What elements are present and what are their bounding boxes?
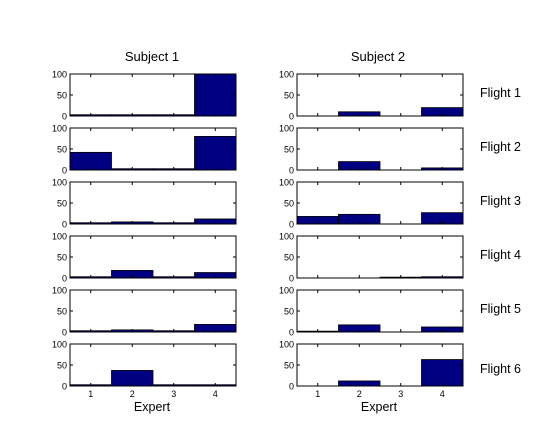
row-label-flight-4: Flight 4	[480, 248, 521, 262]
row-label-flight-1: Flight 1	[480, 86, 521, 100]
y-tick-label: 50	[284, 307, 294, 317]
panels: 0501000501000501000501000501000501000501…	[52, 70, 464, 399]
y-tick-label: 50	[57, 91, 67, 101]
y-tick-label: 50	[57, 253, 67, 263]
x-axis-label-subject-1: Expert	[134, 400, 171, 414]
y-tick-label: 50	[57, 307, 67, 317]
y-tick-label: 0	[62, 166, 67, 176]
x-tick-label: 4	[213, 389, 218, 399]
panel-1-flight-3: 0 50 100	[52, 178, 237, 230]
x-tick-label: 1	[315, 389, 320, 399]
y-tick-label: 100	[279, 70, 294, 80]
y-tick-label: 0	[62, 112, 67, 122]
y-tick-label: 100	[52, 178, 67, 188]
row-label-flight-3: Flight 3	[480, 194, 521, 208]
panel-2-flight-3: 0 50 100	[279, 178, 464, 230]
y-tick-label: 50	[57, 145, 67, 155]
y-tick-label: 0	[62, 274, 67, 284]
y-tick-label: 50	[284, 253, 294, 263]
y-tick-label: 0	[289, 328, 294, 338]
x-tick-label: 4	[440, 389, 445, 399]
y-tick-label: 0	[289, 112, 294, 122]
panel-2-flight-2: 0 50 100	[279, 124, 464, 176]
y-tick-label: 100	[279, 340, 294, 350]
y-tick-label: 50	[57, 199, 67, 209]
y-tick-label: 0	[289, 166, 294, 176]
panel-1-flight-6: 0 50 100 1 2 3 4	[52, 340, 237, 399]
row-label-flight-6: Flight 6	[480, 362, 521, 376]
column-title-subject-1: Subject 1	[125, 49, 179, 64]
y-tick-label: 0	[62, 328, 67, 338]
y-tick-label: 100	[279, 232, 294, 242]
panel-1-flight-2: 0 50 100	[52, 124, 237, 176]
y-tick-label: 50	[57, 361, 67, 371]
y-tick-label: 100	[52, 286, 67, 296]
row-label-flight-2: Flight 2	[480, 140, 521, 154]
panel-2-flight-4: 0 50 100	[279, 232, 464, 284]
panel-1-flight-4: 0 50 100	[52, 232, 237, 284]
panel-1-flight-1: 0 50 100	[52, 70, 237, 122]
y-tick-label: 0	[62, 220, 67, 230]
x-axis-label-subject-2: Expert	[361, 400, 398, 414]
y-tick-label: 0	[289, 220, 294, 230]
y-tick-label: 0	[289, 382, 294, 392]
row-label-flight-5: Flight 5	[480, 302, 521, 316]
y-tick-label: 100	[52, 340, 67, 350]
panel-2-flight-6: 0 50 100 1 2 3 4	[279, 340, 464, 399]
y-tick-label: 0	[62, 382, 67, 392]
panel-2-flight-5: 0 50 100	[279, 286, 464, 338]
panel-2-flight-1: 0 50 100	[279, 70, 464, 122]
bar	[194, 135, 237, 171]
y-tick-label: 0	[289, 274, 294, 284]
x-tick-label: 2	[130, 389, 135, 399]
bar	[421, 359, 464, 387]
x-tick-label: 3	[398, 389, 403, 399]
y-tick-label: 100	[52, 124, 67, 134]
y-tick-label: 100	[52, 232, 67, 242]
y-tick-label: 100	[279, 286, 294, 296]
panel-1-flight-5: 0 50 100	[52, 286, 237, 338]
x-tick-label: 3	[171, 389, 176, 399]
x-tick-label: 2	[357, 389, 362, 399]
axes-frame	[296, 235, 464, 279]
y-tick-label: 50	[284, 199, 294, 209]
axes-frame	[69, 181, 237, 225]
y-tick-label: 50	[284, 145, 294, 155]
y-tick-label: 100	[279, 124, 294, 134]
y-tick-label: 100	[279, 178, 294, 188]
column-title-subject-2: Subject 2	[351, 49, 405, 64]
bar	[194, 73, 237, 117]
x-tick-label: 1	[88, 389, 93, 399]
y-tick-label: 100	[52, 70, 67, 80]
y-tick-label: 50	[284, 91, 294, 101]
y-tick-label: 50	[284, 361, 294, 371]
